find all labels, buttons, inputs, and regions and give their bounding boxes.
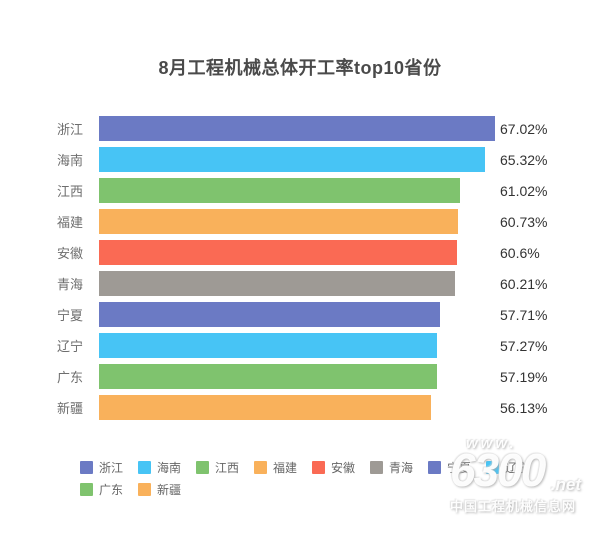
category-label: 辽宁 (56, 339, 83, 354)
chart-legend: 浙江 海南 江西 福建 安徽 青海 宁夏 辽宁广东 新疆 (80, 456, 554, 500)
bar-value-label: 60.6% (500, 244, 540, 261)
legend-swatch-icon (428, 460, 441, 474)
legend-swatch-icon (486, 460, 499, 474)
bar-track (99, 178, 495, 203)
bar-fill (99, 240, 458, 265)
bar-row: 新疆 56.13% (0, 392, 600, 423)
bar-value-label: 57.27% (500, 337, 548, 354)
legend-label: 宁夏 (447, 460, 472, 475)
legend-swatch-icon (138, 482, 151, 496)
category-label: 青海 (56, 277, 83, 292)
category-label: 宁夏 (56, 308, 83, 323)
legend-swatch-icon (312, 460, 325, 474)
bar-row: 福建 60.73% (0, 206, 600, 237)
legend-swatch-icon (80, 482, 93, 496)
legend-item: 海南 (138, 456, 196, 478)
legend-label: 新疆 (157, 482, 182, 497)
legend-item: 青海 (370, 456, 428, 478)
bar-fill (99, 116, 495, 141)
bar-value-label: 67.02% (500, 120, 548, 137)
legend-label: 辽宁 (505, 460, 530, 475)
bar-fill (99, 364, 437, 389)
category-label: 安徽 (56, 246, 83, 261)
legend-swatch-icon (370, 460, 383, 474)
category-label: 福建 (56, 215, 83, 230)
legend-item: 广东 (80, 478, 138, 500)
legend-label: 浙江 (99, 460, 124, 475)
bar-track (99, 364, 495, 389)
legend-swatch-icon (80, 460, 93, 474)
bar-track (99, 240, 495, 265)
category-label: 广东 (56, 370, 83, 385)
watermark-www-text: www. (466, 435, 517, 452)
bar-fill (99, 271, 455, 296)
bar-row: 安徽 60.6% (0, 237, 600, 268)
category-label: 浙江 (56, 122, 83, 137)
bar-value-label: 65.32% (500, 151, 548, 168)
bar-fill (99, 333, 438, 358)
bar-value-label: 61.02% (500, 182, 548, 199)
bar-row: 广东 57.19% (0, 361, 600, 392)
bar-row: 海南 65.32% (0, 144, 600, 175)
bar-value-label: 60.73% (500, 213, 548, 230)
bar-track (99, 116, 495, 141)
bar-fill (99, 178, 460, 203)
bar-row: 青海 60.21% (0, 268, 600, 299)
legend-swatch-icon (254, 460, 267, 474)
category-label: 江西 (56, 184, 83, 199)
bar-row: 江西 61.02% (0, 175, 600, 206)
legend-item: 宁夏 (428, 456, 486, 478)
chart-title: 8月工程机械总体开工率top10省份 (158, 58, 442, 78)
bar-row: 宁夏 57.71% (0, 299, 600, 330)
category-label: 新疆 (56, 401, 83, 416)
bar-value-label: 57.19% (500, 368, 548, 385)
bar-track (99, 333, 495, 358)
legend-item: 安徽 (312, 456, 370, 478)
legend-item: 浙江 (80, 456, 138, 478)
legend-item: 福建 (254, 456, 312, 478)
legend-label: 青海 (389, 460, 414, 475)
legend-item: 江西 (196, 456, 254, 478)
bar-value-label: 57.71% (500, 306, 548, 323)
bar-value-label: 60.21% (500, 275, 548, 292)
bar-value-label: 56.13% (500, 399, 548, 416)
legend-swatch-icon (196, 460, 209, 474)
legend-item: 辽宁 (486, 456, 544, 478)
legend-label: 福建 (273, 460, 298, 475)
legend-swatch-icon (138, 460, 151, 474)
bar-track (99, 209, 495, 234)
category-label: 海南 (56, 153, 83, 168)
bar-row: 辽宁 57.27% (0, 330, 600, 361)
legend-label: 广东 (99, 482, 124, 497)
bar-track (99, 302, 495, 327)
legend-label: 安徽 (331, 460, 356, 475)
bar-fill (99, 147, 485, 172)
legend-label: 海南 (157, 460, 182, 475)
bar-fill (99, 209, 458, 234)
bar-track (99, 147, 495, 172)
legend-item: 新疆 (138, 478, 196, 500)
bar-row: 浙江 67.02% (0, 113, 600, 144)
bar-fill (99, 302, 440, 327)
bar-chart: 浙江 67.02% 海南 65.32% 江西 61.02% 福建 60.73% 安徽 60.6% 青… (0, 113, 600, 423)
bar-track (99, 271, 495, 296)
bar-fill (99, 395, 431, 420)
legend-label: 江西 (215, 460, 240, 475)
bar-track (99, 395, 495, 420)
